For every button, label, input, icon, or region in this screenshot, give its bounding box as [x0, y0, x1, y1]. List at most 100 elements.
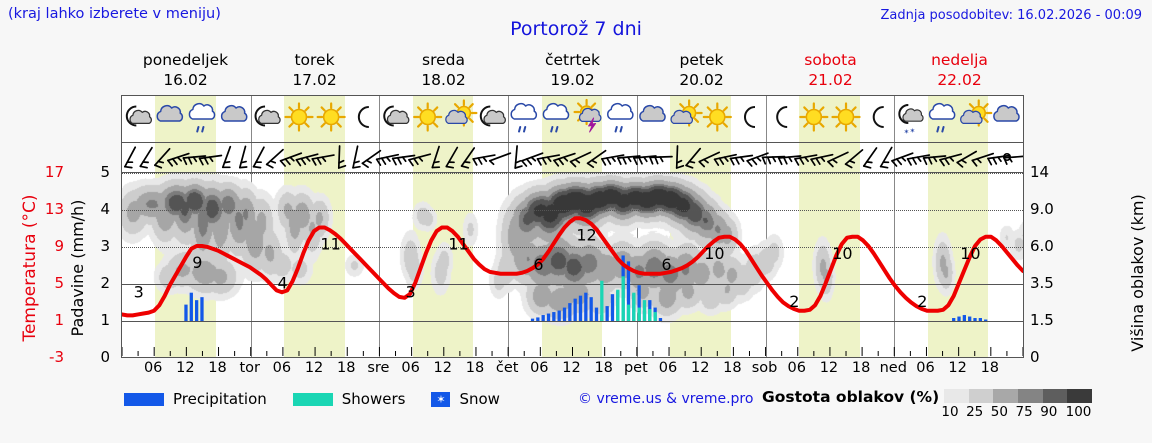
cloudy-icon: [156, 104, 184, 122]
wind-barb: [337, 145, 347, 169]
x-label-4: 06: [272, 360, 292, 376]
legend-item-1: Showers: [292, 390, 406, 408]
cloud-density-swatch-0: [944, 389, 969, 403]
cloud-density-tick-2: 50: [990, 404, 1008, 420]
night-cloudy-icon: [383, 105, 410, 127]
day-name: sobota: [804, 51, 857, 69]
gridline-h-2: [122, 247, 1023, 248]
day-separator: [250, 96, 252, 142]
day-name: nedelja: [931, 51, 988, 69]
wind-barb: [794, 154, 818, 166]
precipitation-bar: [189, 292, 193, 321]
temperature-tick-3: 5: [54, 274, 64, 292]
bar-swatch: [292, 392, 333, 406]
wind-barb: [956, 150, 978, 168]
day-date: 17.02: [292, 71, 337, 89]
x-label-2: 18: [208, 360, 227, 376]
cloudheight-tick-1: 9.0: [1030, 200, 1054, 218]
day-date: 16.02: [163, 71, 208, 89]
day-date: 21.02: [808, 71, 853, 89]
precipitation-bar: [200, 297, 204, 321]
wind-barb: [167, 152, 190, 167]
day-separator: [894, 143, 896, 172]
day-name: četrtek: [544, 51, 601, 69]
wind-barb: [862, 147, 878, 169]
day-name: petek: [679, 51, 724, 69]
day-header-1: torek 17.02: [250, 50, 379, 92]
location-menu-note[interactable]: (kraj lahko izberete v meniju): [8, 6, 221, 22]
wind-barb: [488, 152, 512, 166]
day-date: 19.02: [550, 71, 595, 89]
wind-barb: [553, 152, 576, 167]
precipitation-bar: [605, 306, 609, 321]
temperature-annotation: 10: [704, 244, 724, 263]
cloud-density-swatch-5: [1067, 389, 1093, 403]
day-header-2: sreda 18.02: [379, 50, 508, 92]
cloudheight-axis-title-text: Višina oblakov (km): [1128, 194, 1147, 352]
cloud-density-colorbar: [944, 389, 1093, 403]
x-label-8: 06: [401, 360, 420, 376]
x-label-26: 18: [980, 360, 1000, 376]
x-label-14: 18: [594, 360, 613, 376]
wind-barb: [601, 154, 625, 166]
day-separator: [508, 96, 510, 142]
wind-barb: [198, 154, 223, 166]
showers-bar: [621, 276, 625, 321]
x-label-7: sre: [367, 360, 390, 376]
precipitation-bar: [973, 318, 977, 321]
thunderstorm-icon: [573, 98, 602, 133]
cloud-density-swatch-4: [1042, 389, 1068, 403]
temperature-annotation: 11: [448, 235, 468, 254]
temperature-tick-1: 13: [44, 200, 64, 218]
legend-label: Showers: [341, 390, 406, 408]
day-header-0: ponedeljek 16.02: [121, 50, 250, 92]
temperature-annotation: 3: [134, 283, 144, 302]
night-snow-icon: ✶ ✶: [898, 104, 924, 136]
wind-barb: [987, 154, 1011, 166]
x-label-23: ned: [879, 360, 907, 376]
cloud-density-colorbar-labels: 10 25 50 75 90 100: [938, 404, 1102, 420]
cloud-density-swatch-1: [968, 389, 994, 403]
precipitation-bar: [541, 315, 545, 321]
x-label-9: 12: [433, 360, 453, 376]
precipitation-tick-1: 4: [100, 200, 110, 218]
copyright-label[interactable]: © vreme.us & vreme.pro: [578, 391, 754, 407]
wind-barb: [827, 151, 849, 168]
temperature-axis-title: Temperatura (°C): [4, 168, 40, 368]
temperature-curve: [122, 216, 1023, 318]
wind-barb: [698, 151, 721, 168]
cloudheight-tick-4: 1.5: [1030, 311, 1054, 329]
cloud-density-swatch-3: [1018, 389, 1043, 403]
daylight-band: [284, 143, 345, 172]
temperature-annotation: 10: [832, 244, 852, 263]
cloudy-rain-icon: [188, 102, 216, 133]
cloud-density-tick-4: 90: [1040, 404, 1058, 420]
wind-barb: [445, 146, 459, 169]
x-label-1: 12: [176, 360, 195, 376]
wind-barb: [265, 148, 284, 169]
sun-cloud-icon: [670, 99, 703, 127]
x-label-19: sob: [751, 360, 778, 376]
wind-barb: [124, 146, 137, 169]
day-date: 20.02: [679, 71, 724, 89]
page-title: Portorož 7 dni: [510, 18, 642, 40]
cloud-density-legend-title: Gostota oblakov (%): [762, 388, 940, 406]
wind-barb: [252, 146, 265, 169]
svg-text:✶: ✶: [909, 127, 915, 135]
precipitation-tick-4: 1: [100, 311, 110, 329]
x-label-17: 12: [690, 360, 710, 376]
day-separator: [508, 143, 510, 172]
precipitation-bar: [589, 297, 593, 321]
wind-barb: [279, 152, 303, 167]
cloud-density-tick-1: 25: [966, 404, 984, 420]
x-label-20: 06: [787, 360, 806, 376]
x-label-21: 12: [819, 360, 839, 376]
wind-barb: [617, 155, 641, 166]
x-label-15: pet: [623, 360, 648, 376]
wind-barb: [139, 146, 153, 169]
cloud-density-swatch-2: [993, 389, 1019, 403]
cloud-density-tick-5: 100: [1065, 404, 1092, 420]
svg-text:✶: ✶: [903, 128, 909, 136]
showers-bar: [642, 300, 647, 321]
temperature-annotation: 6: [533, 255, 543, 274]
